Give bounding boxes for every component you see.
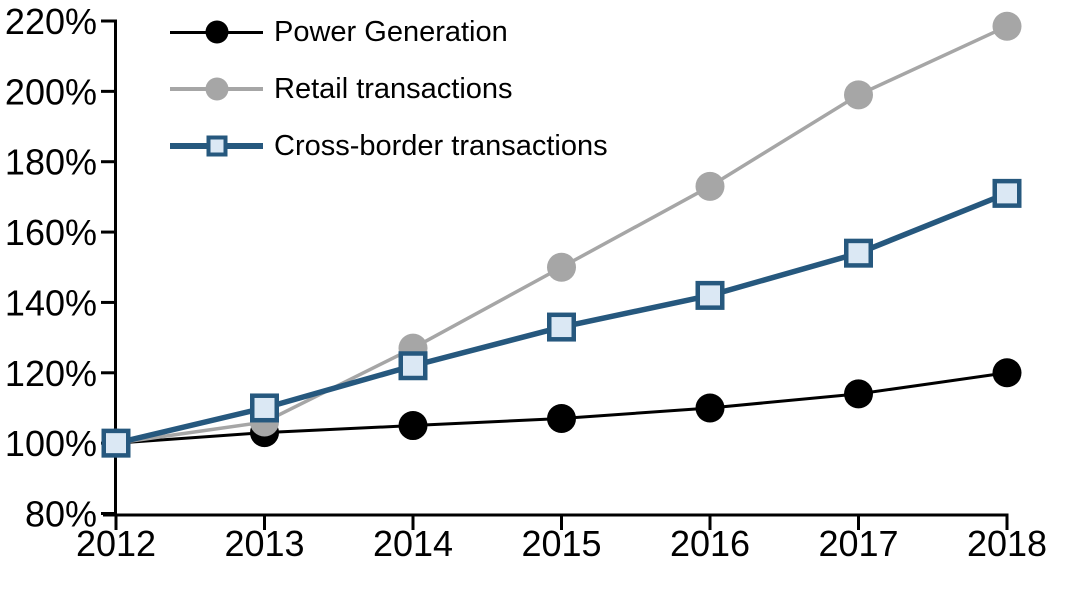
marker-cross-border-transactions bbox=[695, 280, 725, 310]
y-tick-label: 220% bbox=[5, 1, 97, 42]
series-line-retail-transactions bbox=[115, 24, 1008, 445]
x-tick-label: 2017 bbox=[818, 523, 898, 564]
series-layer bbox=[101, 11, 1022, 458]
x-tick-label: 2012 bbox=[76, 523, 156, 564]
x-tick-label: 2016 bbox=[670, 523, 750, 564]
y-tick-label: 120% bbox=[5, 353, 97, 394]
y-tick-label: 80% bbox=[25, 494, 97, 535]
marker-power-generation bbox=[695, 393, 725, 423]
marker-retail-transactions bbox=[992, 11, 1022, 41]
marker-retail-transactions bbox=[695, 171, 725, 201]
y-tick-label: 140% bbox=[5, 282, 97, 323]
y-tick-label: 180% bbox=[5, 142, 97, 183]
x-tick-label: 2013 bbox=[224, 523, 304, 564]
y-tick-label: 200% bbox=[5, 71, 97, 112]
axes: 80% 100% 120% 140% 160% 180% 200% 220% 2012 2013 2… bbox=[5, 1, 1047, 564]
y-tick-label: 160% bbox=[5, 212, 97, 253]
marker-power-generation bbox=[992, 358, 1022, 388]
marker-retail-transactions bbox=[844, 80, 873, 110]
x-tick-label: 2015 bbox=[521, 523, 601, 564]
marker-cross-border-transactions bbox=[992, 178, 1022, 208]
marker-power-generation bbox=[398, 411, 428, 441]
marker-cross-border-transactions bbox=[547, 312, 576, 342]
marker-cross-border-transactions bbox=[398, 351, 428, 381]
marker-cross-border-transactions bbox=[101, 428, 131, 458]
marker-cross-border-transactions bbox=[844, 238, 873, 268]
marker-cross-border-transactions bbox=[250, 393, 279, 423]
x-tick-label: 2018 bbox=[967, 523, 1047, 564]
marker-power-generation bbox=[547, 404, 576, 434]
marker-power-generation bbox=[844, 379, 873, 409]
x-tick-label: 2014 bbox=[373, 523, 453, 564]
y-tick-label: 100% bbox=[5, 423, 97, 464]
marker-retail-transactions bbox=[547, 252, 576, 282]
